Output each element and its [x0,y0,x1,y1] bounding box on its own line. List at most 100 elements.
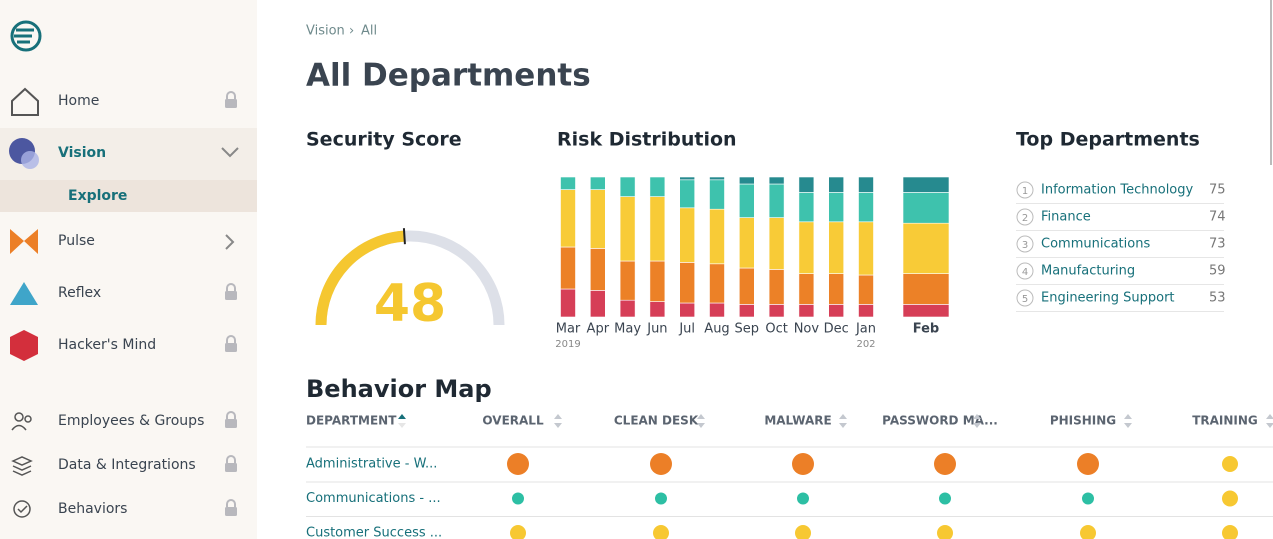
department-link[interactable]: Engineering Support [1041,291,1175,306]
bar-segment[interactable] [619,176,636,197]
bar-segment[interactable] [649,196,666,262]
bar-segment[interactable] [858,176,874,193]
bar-segment[interactable] [902,222,950,274]
bar-segment[interactable] [902,304,950,318]
bar-segment[interactable] [560,246,576,290]
behavior-dot[interactable] [1077,453,1099,475]
bar-segment[interactable] [679,176,696,181]
department-link[interactable]: Manufacturing [1041,264,1135,279]
column-header[interactable]: TRAINING [1192,414,1258,428]
nav-item[interactable]: Hacker's Mind [58,337,156,353]
bar-segment[interactable] [589,290,606,318]
bar-segment[interactable] [768,183,785,218]
bar-segment[interactable] [709,176,725,181]
column-header[interactable]: PASSWORD MA... [882,414,998,428]
bar-segment[interactable] [768,269,785,305]
department-link[interactable]: Communications [1041,237,1150,252]
behavior-dot[interactable] [512,492,524,505]
department-link[interactable]: Administrative - W... [306,457,437,472]
bar-segment[interactable] [768,304,785,318]
behavior-dot[interactable] [792,453,814,475]
bar-segment[interactable] [679,179,696,209]
bar-segment[interactable] [828,273,845,305]
bar-segment[interactable] [828,221,845,274]
expand-chevron[interactable] [221,147,239,158]
nav-item[interactable]: Pulse [58,233,95,249]
column-header[interactable]: OVERALL [482,414,544,428]
bar-segment[interactable] [679,207,696,263]
bar-segment[interactable] [798,221,815,274]
bar-segment[interactable] [828,192,845,223]
bar-segment[interactable] [560,288,576,318]
bar-segment[interactable] [858,274,874,305]
bar-segment[interactable] [768,176,785,185]
bar-segment[interactable] [738,183,755,218]
column-header[interactable]: CLEAN DESK [614,414,699,428]
bar-segment[interactable] [709,208,725,265]
bar-segment[interactable] [649,176,666,197]
behavior-dot[interactable] [1222,490,1238,507]
bar-segment[interactable] [738,217,755,269]
department-link[interactable]: Information Technology [1041,183,1194,198]
bar-segment[interactable] [649,260,666,302]
bar-segment[interactable] [902,273,950,305]
bar-segment[interactable] [798,192,815,223]
behavior-dot[interactable] [939,492,951,505]
bar-segment[interactable] [679,302,696,318]
bar-segment[interactable] [902,192,950,224]
bar-segment[interactable] [679,262,696,304]
bar-segment[interactable] [589,189,606,249]
bar-segment[interactable] [709,263,725,304]
behavior-dot[interactable] [795,525,811,539]
bar-segment[interactable] [858,192,874,223]
behavior-dot[interactable] [1222,525,1238,539]
column-header[interactable]: DEPARTMENT [306,414,397,428]
bar-segment[interactable] [738,176,755,185]
bar-segment[interactable] [768,217,785,270]
behavior-dot[interactable] [797,492,809,505]
bar-segment[interactable] [798,304,815,318]
behavior-dot[interactable] [937,525,953,539]
department-link[interactable]: Communications - ... [306,491,441,506]
bar-segment[interactable] [589,176,606,190]
bar-segment[interactable] [798,176,815,193]
bar-segment[interactable] [619,260,636,301]
behavior-dot[interactable] [1080,525,1096,539]
behavior-dot[interactable] [1222,456,1238,472]
nav-item[interactable]: Reflex [58,285,101,301]
department-link[interactable]: Finance [1041,210,1091,225]
expand-chevron[interactable] [225,234,235,250]
bar-segment[interactable] [798,273,815,305]
bar-segment[interactable] [560,176,576,190]
bar-segment[interactable] [649,301,666,318]
nav-item[interactable]: Data & Integrations [58,457,196,473]
behavior-dot[interactable] [655,492,667,505]
nav-item[interactable]: Behaviors [58,501,127,517]
bar-segment[interactable] [619,299,636,318]
bar-segment[interactable] [738,304,755,318]
behavior-dot[interactable] [934,453,956,475]
bar-segment[interactable] [828,304,845,318]
behavior-dot[interactable] [653,525,669,539]
bar-segment[interactable] [619,196,636,262]
nav-subitem[interactable]: Explore [68,188,127,204]
bar-segment[interactable] [902,176,950,193]
bar-segment[interactable] [858,304,874,318]
column-header[interactable]: PHISHING [1050,414,1116,428]
bar-segment[interactable] [738,267,755,305]
breadcrumb[interactable]: Vision [306,24,345,39]
department-link[interactable]: Customer Success ... [306,526,442,539]
behavior-dot[interactable] [650,453,672,475]
behavior-dot[interactable] [507,453,529,475]
bar-segment[interactable] [828,176,845,193]
bar-segment[interactable] [858,221,874,276]
nav-item[interactable]: Home [58,93,99,109]
bar-segment[interactable] [589,248,606,291]
nav-item[interactable]: Employees & Groups [58,413,204,429]
bar-segment[interactable] [560,189,576,248]
bar-segment[interactable] [709,179,725,210]
nav-item[interactable]: Vision [58,145,106,161]
behavior-dot[interactable] [510,525,526,539]
column-header[interactable]: MALWARE [764,414,831,428]
bar-segment[interactable] [709,302,725,318]
